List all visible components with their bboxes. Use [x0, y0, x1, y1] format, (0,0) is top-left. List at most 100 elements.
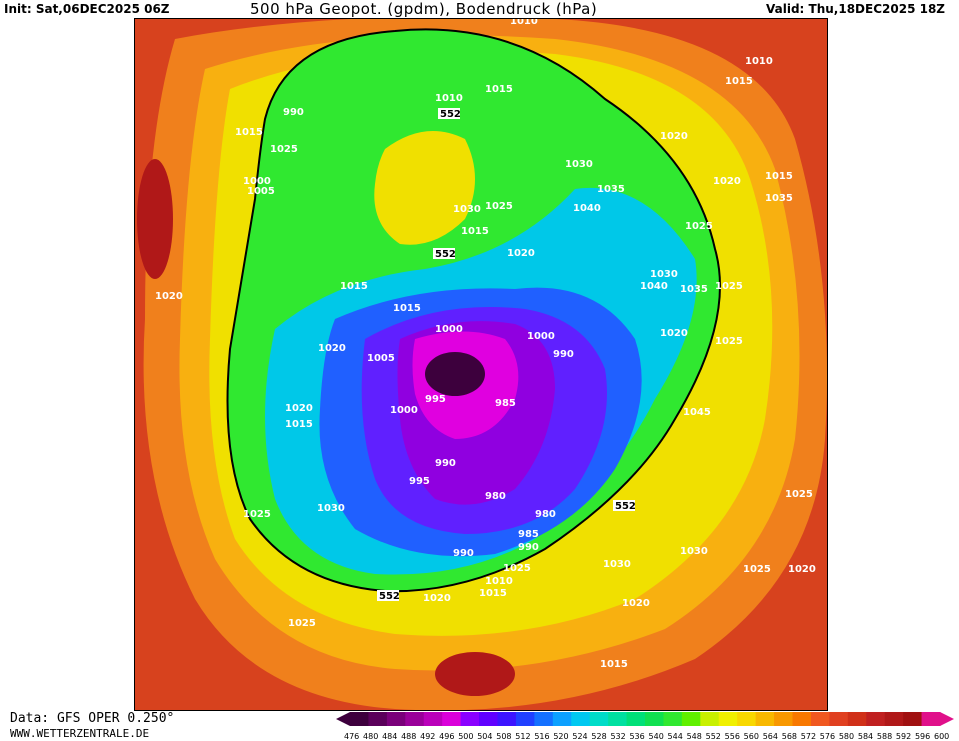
isobar-label-layer: 1020101010151025990101055210001005103010… [155, 19, 816, 670]
colorbar-tick-label: 540 [649, 732, 664, 741]
isobar-label: 1020 [155, 291, 183, 302]
geopotential-552-label: 552 [379, 591, 400, 602]
weather-map: 1020 1010 1015 1025 990 1010 552 1000 1005 1030 10… [134, 18, 828, 711]
isobar-label: 1025 [288, 618, 316, 629]
colorbar-swatch [810, 712, 830, 726]
colorbar-swatch [497, 712, 517, 726]
data-source-label: Data: GFS OPER 0.250° [10, 711, 175, 726]
isobar-label: 990 [518, 542, 539, 553]
colorbar-tick-label: 548 [687, 732, 702, 741]
colorbar-left-arrow [336, 712, 350, 726]
geopotential-552-label-bg [438, 108, 460, 119]
isobar-label: 1040 [573, 203, 601, 214]
isobar-label: 985 [518, 529, 539, 540]
isobar-label: 1005 [367, 353, 395, 364]
colorbar-swatch [608, 712, 628, 726]
colorbar-swatch [405, 712, 425, 726]
isobar-label: 1000 [435, 324, 463, 335]
isobar-label: 1025 [743, 564, 771, 575]
isobar-label: 1015 [461, 226, 489, 237]
colorbar-swatch [700, 712, 720, 726]
colorbar-swatch [866, 712, 886, 726]
field-yellow-intrusion [374, 131, 475, 245]
field-dark-core [425, 352, 485, 396]
colorbar-swatch [515, 712, 535, 726]
colorbar-tick-label: 484 [382, 732, 397, 741]
isobar-label: 1015 [765, 171, 793, 182]
isobar-label: 1040 [640, 281, 668, 292]
geopotential-552-label: 552 [440, 109, 461, 120]
isobar-label: 1010 [510, 19, 538, 27]
colorbar-swatches [336, 712, 954, 726]
geopotential-552-label-bg [613, 500, 635, 511]
colorbar-tick-label: 568 [782, 732, 797, 741]
colorbar-swatch [755, 712, 775, 726]
isobar-label: 1015 [393, 303, 421, 314]
colorbar-tick-label: 508 [496, 732, 511, 741]
geopotential-552-label-bg [377, 590, 399, 601]
colorbar-swatch [645, 712, 664, 726]
valid-time-label: Valid: Thu,18DEC2025 18Z [766, 2, 945, 16]
colorbar-swatch [903, 712, 923, 726]
isobar-label: 1010 [745, 56, 773, 67]
isobar-label: 1015 [285, 419, 313, 430]
isobar-label: 1000 [390, 405, 418, 416]
isobar-label: 1000 [243, 176, 271, 187]
field-warm-core-south [435, 652, 515, 696]
colorbar-swatch [829, 712, 849, 726]
isobar-label: 1015 [725, 76, 753, 87]
map-title: 500 hPa Geopot. (gpdm), Bodendruck (hPa) [250, 0, 598, 18]
isobar-label: 1035 [597, 184, 625, 195]
colorbar-swatch [626, 712, 646, 726]
colorbar-swatch [681, 712, 701, 726]
isobar-label: 1020 [660, 328, 688, 339]
colorbar-tick-label: 564 [763, 732, 778, 741]
isobar-label: 1030 [565, 159, 593, 170]
isobar-label: 1015 [479, 588, 507, 599]
colorbar-tick-label: 528 [591, 732, 606, 741]
colorbar-tick-label: 516 [534, 732, 549, 741]
geopotential-field: 1020101010151025990101055210001005103010… [135, 19, 827, 710]
isobar-label: 995 [425, 394, 446, 405]
colorbar-tick-label: 600 [934, 732, 949, 741]
isobar-label: 1015 [485, 84, 513, 95]
geopotential-552-label: 552 [615, 501, 636, 512]
colorbar-swatch [921, 712, 941, 726]
isobar-label: 1030 [453, 204, 481, 215]
colorbar-tick-label: 572 [801, 732, 816, 741]
colorbar-tick-label: 576 [820, 732, 835, 741]
isobar-label: 1035 [765, 193, 793, 204]
colorbar-swatch [571, 712, 591, 726]
isobar-label: 1020 [660, 131, 688, 142]
colorbar-swatch [368, 712, 388, 726]
colorbar-tick-label: 584 [858, 732, 873, 741]
isobar-label: 1015 [600, 659, 628, 670]
colorbar-swatch [847, 712, 867, 726]
colorbar-tick-labels: 476 480 484 488 492 496 500 504 508 512 516 520 524 5… [344, 732, 949, 741]
colorbar-tick-label: 544 [668, 732, 683, 741]
colorbar-tick-label: 504 [477, 732, 492, 741]
colorbar-swatch [774, 712, 793, 726]
colorbar-swatch [423, 712, 443, 726]
colorbar-swatch [884, 712, 904, 726]
colorbar-tick-label: 552 [706, 732, 721, 741]
colorbar-swatch [589, 712, 609, 726]
colorbar-tick-label: 556 [725, 732, 740, 741]
colorbar-tick-label: 480 [363, 732, 378, 741]
isobar-label: 1030 [317, 503, 345, 514]
colorbar-tick-label: 592 [896, 732, 911, 741]
colorbar-swatch [460, 712, 480, 726]
colorbar-swatch [534, 712, 554, 726]
colorbar-tick-label: 488 [401, 732, 416, 741]
colorbar-tick-label: 560 [744, 732, 759, 741]
colorbar-tick-label: 492 [420, 732, 435, 741]
colorbar-tick-label: 476 [344, 732, 359, 741]
isobar-label: 1010 [435, 93, 463, 104]
colorbar-swatch [350, 712, 369, 726]
isobar-label: 1025 [503, 563, 531, 574]
isobar-label: 1010 [485, 576, 513, 587]
isobar-label: 980 [535, 509, 556, 520]
website-label: WWW.WETTERZENTRALE.DE [10, 727, 150, 740]
colorbar-swatch [386, 712, 406, 726]
colorbar-tick-label: 532 [610, 732, 625, 741]
